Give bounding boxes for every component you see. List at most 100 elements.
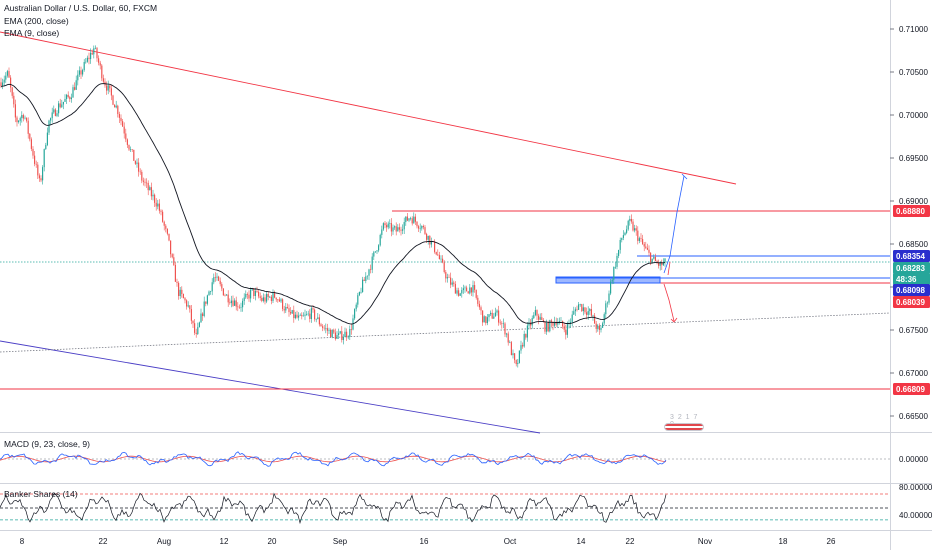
candle-body: [483, 316, 485, 323]
symbol-title[interactable]: Australian Dollar / U.S. Dollar, 60, FXC…: [4, 3, 158, 13]
candle-body: [66, 94, 68, 99]
candle-body: [624, 232, 626, 236]
candle-body: [581, 304, 583, 312]
candle-body: [659, 262, 661, 266]
price-tag: [893, 205, 930, 217]
candle-body: [102, 78, 104, 82]
candle-body: [358, 292, 360, 296]
candle-body: [362, 279, 364, 293]
candle-body: [245, 293, 247, 298]
price-tick-label: 0.67000: [899, 369, 928, 378]
candle-body: [32, 148, 34, 156]
candle-body: [80, 70, 82, 75]
candle-body: [227, 294, 229, 303]
main-pane[interactable]: [0, 0, 890, 432]
candle-body: [285, 307, 287, 311]
candle-body: [517, 362, 519, 365]
small-arrow: [667, 261, 671, 276]
time-tick-label: Sep: [333, 537, 348, 546]
candle-body: [216, 276, 218, 278]
support-trendline: [0, 340, 541, 434]
candle-body: [379, 234, 381, 246]
candle-body: [309, 313, 311, 319]
macd-title[interactable]: MACD (9, 23, close, 9): [4, 439, 90, 449]
candle-body: [466, 287, 468, 292]
candle-body: [197, 327, 199, 335]
candle-body: [626, 229, 628, 233]
candle-body: [389, 223, 391, 224]
candle-body: [10, 77, 12, 88]
candle-body: [312, 308, 314, 310]
resistance-trendline: [0, 31, 737, 185]
candle-body: [570, 321, 572, 324]
candle-body: [112, 95, 114, 105]
candle-body: [610, 281, 612, 294]
candle-body: [214, 277, 216, 278]
candle-body: [597, 325, 599, 329]
candle-body: [456, 290, 458, 294]
candle-body: [558, 321, 560, 323]
candle-body: [349, 329, 351, 337]
price-tick-label: 0.70500: [899, 68, 928, 77]
candle-body: [488, 314, 490, 318]
candle-body: [475, 289, 477, 298]
candle-body: [339, 331, 341, 334]
candle-body: [283, 308, 285, 311]
candle-body: [400, 229, 402, 231]
price-axis[interactable]: 0.71000 0.70500 0.70000 0.69500 0.69000 0.685…: [890, 25, 928, 421]
candle-body: [418, 226, 420, 229]
price-tag-label: 0.68098: [896, 286, 925, 295]
time-tick-label: Aug: [157, 537, 171, 546]
time-axis[interactable]: 8 22 Aug 12 20 Sep 16 Oct 14 22 Nov 18 26: [20, 537, 836, 546]
candle-body: [53, 109, 55, 113]
candle-body: [622, 235, 624, 238]
candle-body: [224, 295, 226, 297]
candle-body: [64, 98, 66, 102]
candle-body: [293, 310, 295, 319]
banker-title[interactable]: Banker Shares (14): [4, 489, 78, 499]
candle-body: [126, 139, 128, 145]
candle-body: [133, 149, 135, 161]
candle-body: [576, 309, 578, 311]
candle-body: [422, 226, 424, 228]
candle-body: [250, 289, 252, 299]
candle-body: [392, 227, 394, 232]
candle-body: [147, 182, 149, 191]
candle-body: [43, 149, 45, 168]
candle-body: [650, 252, 652, 263]
candle-body: [472, 285, 474, 293]
candle-body: [256, 291, 258, 292]
candle-body: [426, 233, 428, 240]
ema-9-legend[interactable]: EMA (9, close): [4, 28, 60, 38]
candle-body: [261, 297, 263, 301]
candle-body: [275, 297, 277, 300]
candle-body: [405, 216, 407, 223]
candle-body: [317, 317, 319, 319]
candle-body: [658, 262, 660, 266]
candle-body: [549, 320, 551, 332]
candle-body: [291, 310, 293, 314]
candle-body: [85, 61, 87, 63]
candle-body: [130, 149, 132, 150]
candle-body: [501, 323, 503, 324]
candle-body: [378, 245, 380, 251]
candle-body: [155, 202, 157, 207]
time-tick-label: Oct: [504, 537, 517, 546]
candle-body: [573, 311, 575, 315]
candle-body: [414, 216, 416, 222]
candle-body: [450, 277, 452, 285]
candle-body: [181, 289, 183, 294]
candle-body: [533, 315, 535, 319]
candle-body: [474, 285, 476, 290]
candle-body: [478, 303, 480, 308]
candle-body: [72, 87, 74, 98]
candle-body: [408, 218, 410, 221]
ema-200-legend[interactable]: EMA (200, close): [4, 16, 69, 26]
candle-body: [157, 203, 159, 207]
candle-body: [187, 305, 189, 307]
candle-body: [146, 182, 148, 184]
candle-body: [509, 342, 511, 343]
price-tags: 0.68880 0.68354 0.68283 48:36 0.68098 0.68039…: [893, 205, 930, 395]
